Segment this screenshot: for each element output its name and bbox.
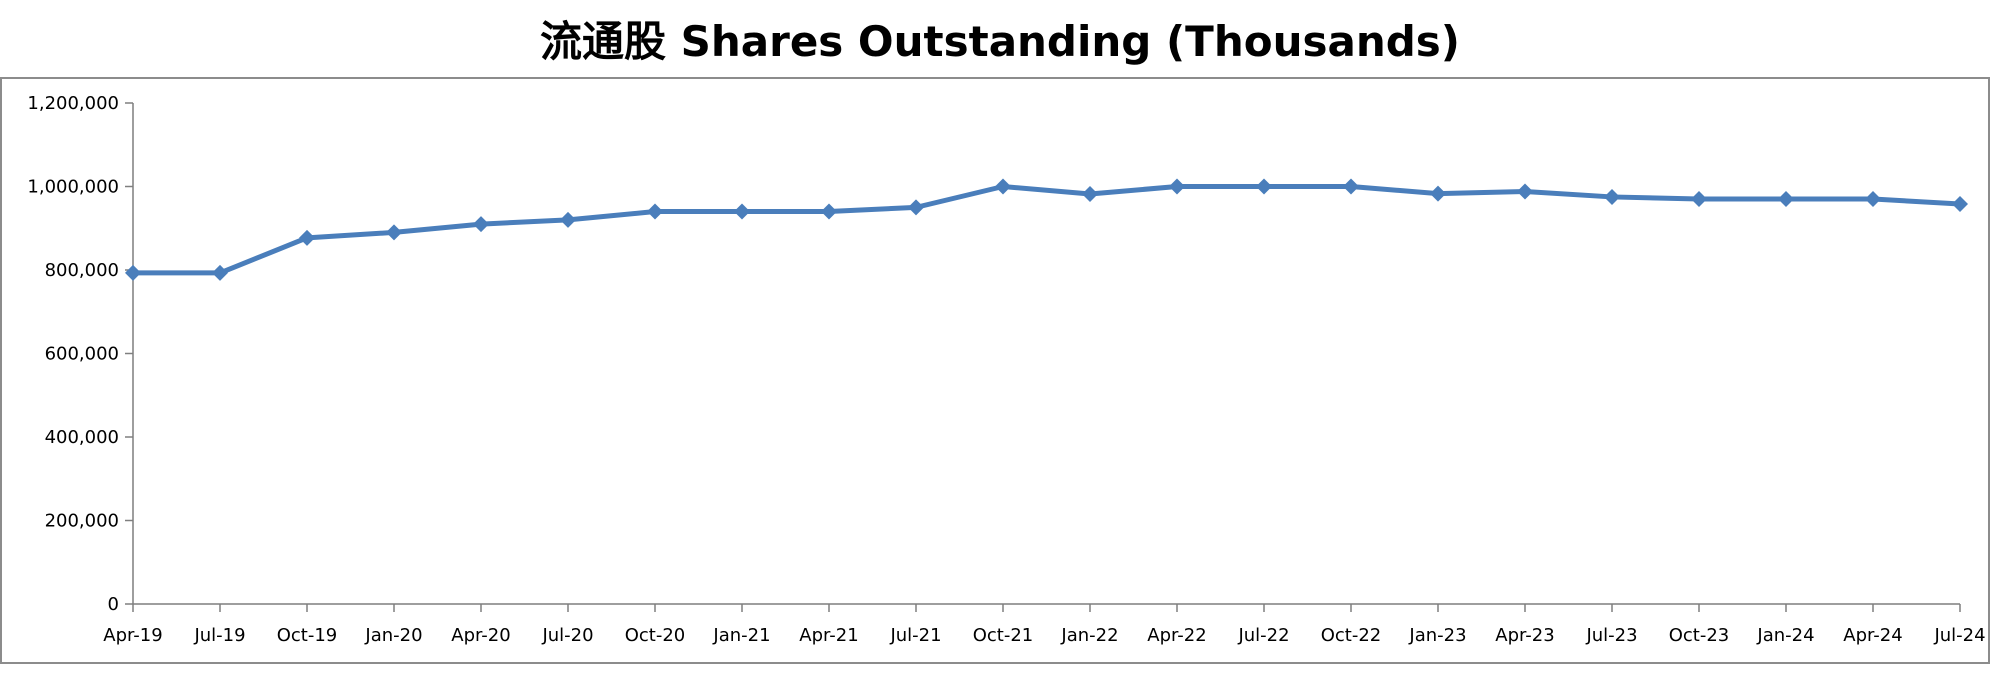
x-tick-label: Oct-22 (1321, 625, 1382, 646)
x-tick-label: Jan-24 (1756, 625, 1814, 646)
x-tick-label: Jan-20 (364, 625, 422, 646)
data-point-marker (386, 224, 402, 241)
y-tick-label: 800,000 (45, 260, 119, 281)
x-tick-label: Jul-19 (193, 625, 245, 646)
x-tick-label: Jan-23 (1408, 625, 1466, 646)
data-point-marker (734, 203, 750, 220)
data-point-marker (1517, 183, 1533, 200)
x-tick-label: Apr-21 (799, 625, 858, 646)
data-point-marker (908, 199, 924, 216)
x-tick-label: Apr-20 (451, 625, 510, 646)
x-tick-label: Jan-22 (1060, 625, 1118, 646)
y-tick-label: 600,000 (45, 344, 119, 365)
data-point-marker (125, 264, 141, 281)
data-point-marker (1430, 185, 1446, 202)
x-tick-label: Oct-21 (973, 625, 1034, 646)
data-point-marker (299, 229, 315, 246)
data-point-marker (1082, 186, 1098, 203)
data-point-marker (1952, 196, 1968, 213)
chart-title: 流通股 Shares Outstanding (Thousands) (540, 17, 1460, 66)
x-tick-label: Jan-21 (712, 625, 770, 646)
chart-area-border (0, 77, 1990, 664)
data-point-marker (1865, 191, 1881, 208)
data-point-marker (1691, 191, 1707, 208)
x-tick-label: Apr-22 (1147, 625, 1206, 646)
y-tick-label: 200,000 (45, 511, 119, 532)
y-tick-label: 400,000 (45, 427, 119, 448)
data-point-marker (1604, 188, 1620, 205)
data-point-marker (1343, 178, 1359, 195)
x-tick-label: Apr-19 (103, 625, 162, 646)
data-point-marker (647, 203, 663, 220)
x-tick-label: Apr-23 (1495, 625, 1554, 646)
x-tick-label: Jul-21 (889, 625, 941, 646)
y-axis: 0 200,000 400,000 600,000 800,000 1,000,000 1,… (27, 93, 134, 615)
y-tick-label: 1,000,000 (27, 177, 119, 198)
x-tick-label: Oct-20 (625, 625, 686, 646)
data-point-marker (473, 216, 489, 233)
x-tick-label: Apr-24 (1843, 625, 1902, 646)
x-tick-label: Jul-23 (1585, 625, 1637, 646)
x-tick-label: Jul-22 (1237, 625, 1289, 646)
data-point-marker (1169, 178, 1185, 195)
data-point-marker (1778, 191, 1794, 208)
y-tick-label: 0 (108, 594, 119, 615)
data-point-marker (995, 178, 1011, 195)
data-point-marker (821, 203, 837, 220)
series-line (133, 184, 1961, 276)
x-axis: Apr-19 Jul-19 Oct-19 Jan-20 Apr-20 Jul-20 Oct-… (103, 603, 1986, 646)
data-point-marker (1256, 178, 1272, 195)
x-tick-label: Oct-19 (277, 625, 338, 646)
plot-area (125, 178, 1968, 281)
y-tick-label: 1,200,000 (27, 93, 119, 114)
data-point-marker (560, 211, 576, 228)
x-tick-label: Jul-20 (541, 625, 593, 646)
x-tick-label: Oct-23 (1669, 625, 1730, 646)
x-tick-label: Jul-24 (1933, 625, 1985, 646)
data-point-marker (212, 264, 228, 281)
